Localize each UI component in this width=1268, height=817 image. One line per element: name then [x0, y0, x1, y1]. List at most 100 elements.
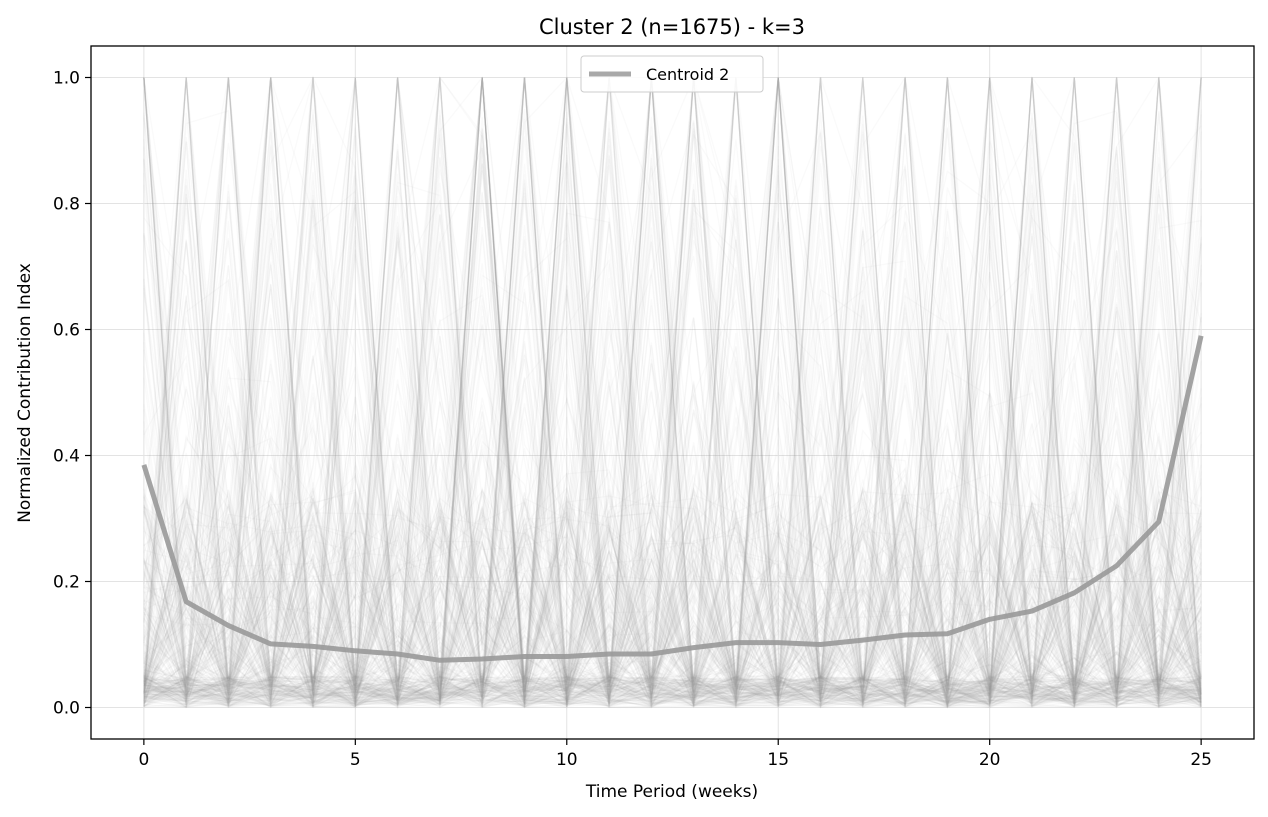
background-series-line	[143, 77, 1202, 707]
background-series-line	[143, 77, 1202, 707]
background-series-line	[143, 77, 1202, 705]
background-series-line	[143, 77, 1202, 709]
background-series-line	[143, 77, 1202, 707]
background-series-line	[143, 77, 1202, 708]
background-series-line	[143, 75, 1202, 701]
background-series-line	[143, 77, 1202, 708]
background-series-line	[143, 77, 1202, 708]
background-series-line	[143, 77, 1202, 707]
background-series-line	[143, 77, 1202, 708]
background-series-line	[143, 77, 1202, 709]
background-series-line	[143, 77, 1202, 707]
background-series-line	[143, 77, 1202, 707]
background-series-line	[143, 77, 1202, 701]
background-series-line	[143, 77, 1202, 709]
background-series-line	[143, 77, 1202, 709]
background-series-line	[143, 77, 1202, 706]
background-series-line	[143, 77, 1202, 708]
background-series-line	[143, 77, 1202, 708]
background-series-line	[143, 77, 1202, 705]
background-series-line	[143, 77, 1202, 707]
background-series-line	[143, 77, 1202, 708]
background-series-line	[143, 77, 1202, 708]
background-series-line	[143, 77, 1202, 704]
background-series-line	[143, 77, 1202, 708]
background-series-line	[143, 77, 1202, 705]
background-series-line	[143, 77, 1202, 707]
background-series-line	[143, 77, 1202, 708]
background-series-line	[143, 77, 1202, 708]
background-series-line	[143, 77, 1202, 708]
background-series-line	[143, 77, 1202, 708]
background-series-line	[143, 77, 1202, 708]
background-series-line	[143, 77, 1202, 705]
background-series-line	[143, 77, 1202, 707]
background-series-line	[143, 77, 1202, 708]
background-series-line	[143, 77, 1202, 708]
background-series-line	[143, 77, 1202, 702]
background-series-line	[143, 77, 1202, 708]
background-series-line	[143, 77, 1202, 704]
background-series-line	[143, 77, 1202, 709]
background-series-line	[143, 77, 1202, 708]
background-series-line	[143, 77, 1202, 706]
background-series-line	[143, 77, 1202, 708]
background-series-line	[143, 77, 1202, 703]
background-series-line	[143, 77, 1202, 708]
background-series-line	[143, 77, 1202, 707]
background-series-line	[143, 77, 1202, 708]
background-series-line	[143, 77, 1202, 706]
background-series-line	[143, 77, 1202, 705]
background-series-line	[143, 77, 1202, 709]
background-series-line	[143, 77, 1202, 709]
background-series-line	[143, 77, 1202, 707]
background-series-line	[143, 77, 1202, 705]
background-series-line	[143, 77, 1202, 708]
chart-title: Cluster 2 (n=1675) - k=3	[539, 15, 805, 39]
background-series-line	[143, 77, 1202, 704]
background-series-line	[143, 77, 1202, 709]
background-series-line	[143, 77, 1202, 706]
background-series-line	[143, 77, 1202, 708]
background-series-line	[143, 77, 1202, 706]
background-series-line	[143, 77, 1202, 708]
background-series-line	[143, 77, 1202, 707]
background-series-line	[143, 77, 1202, 707]
background-series-line	[143, 77, 1202, 708]
background-series-line	[143, 77, 1202, 707]
background-series-line	[143, 77, 1202, 704]
background-series-line	[143, 77, 1202, 709]
background-series-line	[143, 77, 1202, 709]
background-series-line	[143, 77, 1202, 702]
x-axis-label: Time Period (weeks)	[585, 782, 758, 802]
background-series-line	[143, 77, 1202, 708]
background-series-line	[143, 77, 1202, 706]
background-series-line	[143, 77, 1202, 706]
background-series-line	[143, 77, 1202, 708]
background-series-line	[143, 77, 1202, 706]
background-series-line	[143, 77, 1202, 708]
background-series-line	[143, 77, 1202, 708]
background-series-line	[143, 77, 1202, 706]
y-tick-label: 0.4	[53, 447, 80, 467]
background-series-line	[143, 77, 1202, 706]
background-series-line	[143, 77, 1202, 704]
x-tick-label: 10	[556, 750, 578, 770]
background-series-line	[143, 77, 1202, 708]
background-series-line	[143, 77, 1202, 707]
background-series-line	[143, 77, 1202, 708]
background-series-line	[143, 77, 1202, 707]
background-series-line	[143, 77, 1202, 708]
background-series-line	[143, 77, 1202, 704]
background-series-line	[143, 77, 1202, 707]
background-series-line	[143, 77, 1202, 705]
background-series-line	[143, 77, 1202, 708]
background-series-line	[143, 77, 1202, 708]
background-series-line	[143, 77, 1202, 708]
background-series-line	[143, 77, 1202, 706]
background-series-line	[143, 77, 1202, 710]
background-series-line	[143, 77, 1202, 707]
background-series-line	[143, 77, 1202, 708]
y-tick-label: 0.8	[53, 195, 80, 215]
background-series-line	[143, 77, 1202, 705]
